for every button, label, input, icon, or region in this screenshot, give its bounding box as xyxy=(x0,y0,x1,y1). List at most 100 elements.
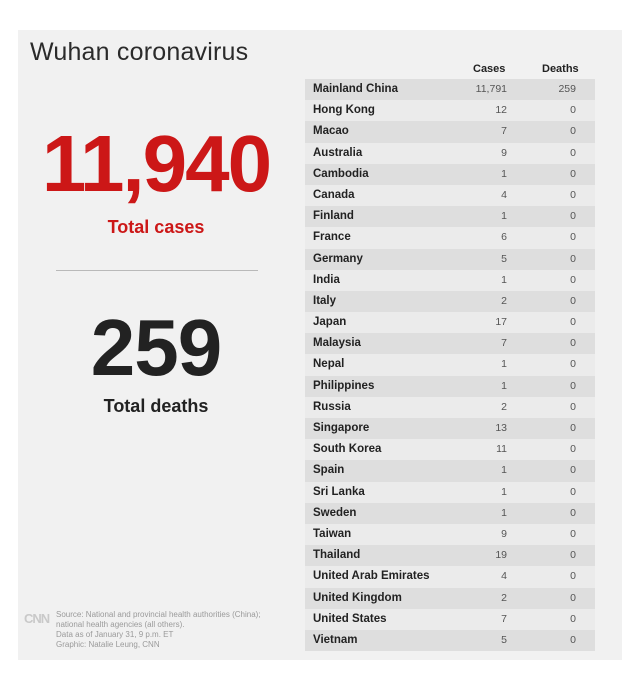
country-name: Italy xyxy=(313,294,337,307)
country-name: Australia xyxy=(313,146,363,159)
table-row: Russia 2 0 xyxy=(305,396,595,418)
country-name: France xyxy=(313,231,351,244)
country-name: Canada xyxy=(313,188,355,201)
country-name: Japan xyxy=(313,316,347,329)
table-row: Sweden 1 0 xyxy=(305,502,595,524)
deaths-value: 0 xyxy=(570,231,576,244)
column-header-cases: Cases xyxy=(473,63,506,75)
table-row: Spain 1 0 xyxy=(305,460,595,482)
cases-value: 11,791 xyxy=(475,83,507,95)
deaths-value: 0 xyxy=(570,633,576,646)
cases-value: 1 xyxy=(501,358,507,371)
deaths-value: 0 xyxy=(570,485,576,498)
deaths-value: 0 xyxy=(570,294,576,307)
table-row: Nepal 1 0 xyxy=(305,354,595,376)
deaths-value: 0 xyxy=(570,146,576,159)
country-name: Philippines xyxy=(313,379,375,392)
country-name: Malaysia xyxy=(313,337,361,350)
cases-value: 1 xyxy=(501,485,507,498)
deaths-value: 0 xyxy=(570,273,576,286)
cases-value: 7 xyxy=(501,125,507,138)
table-row: Singapore 13 0 xyxy=(305,418,595,440)
cnn-logo: CNN xyxy=(24,611,50,626)
table-row: Hong Kong 12 0 xyxy=(305,100,595,122)
country-table: Mainland China 11,791 259 Hong Kong 12 0 Macao… xyxy=(305,79,595,652)
total-cases-value: 11,940 xyxy=(41,119,272,208)
deaths-value: 0 xyxy=(570,379,576,392)
country-name: Germany xyxy=(313,252,363,265)
country-name: United States xyxy=(313,612,387,625)
table-row: United Kingdom 2 0 xyxy=(305,587,595,609)
country-name: Singapore xyxy=(313,422,370,434)
cases-value: 5 xyxy=(501,633,507,646)
country-name: Cambodia xyxy=(313,167,369,180)
total-deaths-value: 259 xyxy=(90,303,222,392)
cases-value: 19 xyxy=(495,549,507,562)
chart-title: Wuhan coronavirus xyxy=(30,38,249,66)
table-row: Philippines 1 0 xyxy=(305,375,595,397)
deaths-value: 0 xyxy=(570,400,576,413)
country-name: United Kingdom xyxy=(313,591,402,604)
country-name: Nepal xyxy=(313,358,345,371)
cases-value: 9 xyxy=(501,527,507,540)
deaths-value: 259 xyxy=(558,83,576,95)
deaths-value: 0 xyxy=(570,188,576,201)
cases-value: 7 xyxy=(501,337,507,350)
deaths-value: 0 xyxy=(570,549,576,562)
table-row: Thailand 19 0 xyxy=(305,545,595,567)
cases-value: 1 xyxy=(501,210,507,223)
country-name: Hong Kong xyxy=(313,104,375,117)
table-row: India 1 0 xyxy=(305,269,595,291)
table-row: Canada 4 0 xyxy=(305,184,595,207)
country-name: Sri Lanka xyxy=(313,485,365,498)
cases-value: 1 xyxy=(501,506,507,519)
country-name: Spain xyxy=(313,464,345,477)
deaths-value: 0 xyxy=(570,337,576,350)
cases-value: 6 xyxy=(501,231,507,244)
deaths-value: 0 xyxy=(570,443,576,456)
country-name: Sweden xyxy=(313,506,357,519)
cases-value: 5 xyxy=(501,252,507,265)
cases-value: 1 xyxy=(501,167,507,180)
table-row: Germany 5 0 xyxy=(305,248,595,270)
table-row: Cambodia 1 0 xyxy=(305,163,595,185)
table-row: Mainland China 11,791 259 xyxy=(305,79,595,101)
table-row: United Arab Emirates 4 0 xyxy=(305,566,595,588)
cases-value: 12 xyxy=(495,104,507,117)
total-cases-label: Total cases xyxy=(107,217,205,237)
country-name: Finland xyxy=(313,210,354,223)
column-header-deaths: Deaths xyxy=(542,63,579,75)
source-line: national health agencies (all others). xyxy=(56,620,185,629)
table-row: Sri Lanka 1 0 xyxy=(305,481,595,503)
country-name: United Arab Emirates xyxy=(313,570,430,583)
cases-value: 2 xyxy=(501,294,507,307)
country-name: Russia xyxy=(313,400,351,413)
deaths-value: 0 xyxy=(570,167,576,180)
source-line: Source: National and provincial health a… xyxy=(56,610,261,619)
table-row: South Korea 11 0 xyxy=(305,439,595,461)
country-name: India xyxy=(313,273,340,286)
deaths-value: 0 xyxy=(570,506,576,519)
cases-value: 13 xyxy=(495,422,507,434)
cases-value: 7 xyxy=(501,612,507,625)
country-name: Taiwan xyxy=(313,527,352,540)
cases-value: 1 xyxy=(501,464,507,477)
country-name: South Korea xyxy=(313,443,382,456)
cases-value: 4 xyxy=(501,570,507,583)
deaths-value: 0 xyxy=(570,422,576,434)
cases-value: 11 xyxy=(496,443,507,456)
deaths-value: 0 xyxy=(570,210,576,223)
deaths-value: 0 xyxy=(570,612,576,625)
table-row: Macao 7 0 xyxy=(305,121,595,143)
table-row: Finland 1 0 xyxy=(305,206,595,228)
deaths-value: 0 xyxy=(570,464,576,477)
deaths-value: 0 xyxy=(570,252,576,265)
table-row: Japan 17 0 xyxy=(305,312,595,334)
table-row: Taiwan 9 0 xyxy=(305,523,595,546)
cases-value: 2 xyxy=(501,591,507,604)
deaths-value: 0 xyxy=(570,358,576,371)
country-name: Mainland China xyxy=(313,83,398,95)
infographic-panel: Wuhan coronavirus 11,940 Total cases 259… xyxy=(18,30,622,660)
cases-value: 1 xyxy=(501,379,507,392)
deaths-value: 0 xyxy=(570,316,576,329)
